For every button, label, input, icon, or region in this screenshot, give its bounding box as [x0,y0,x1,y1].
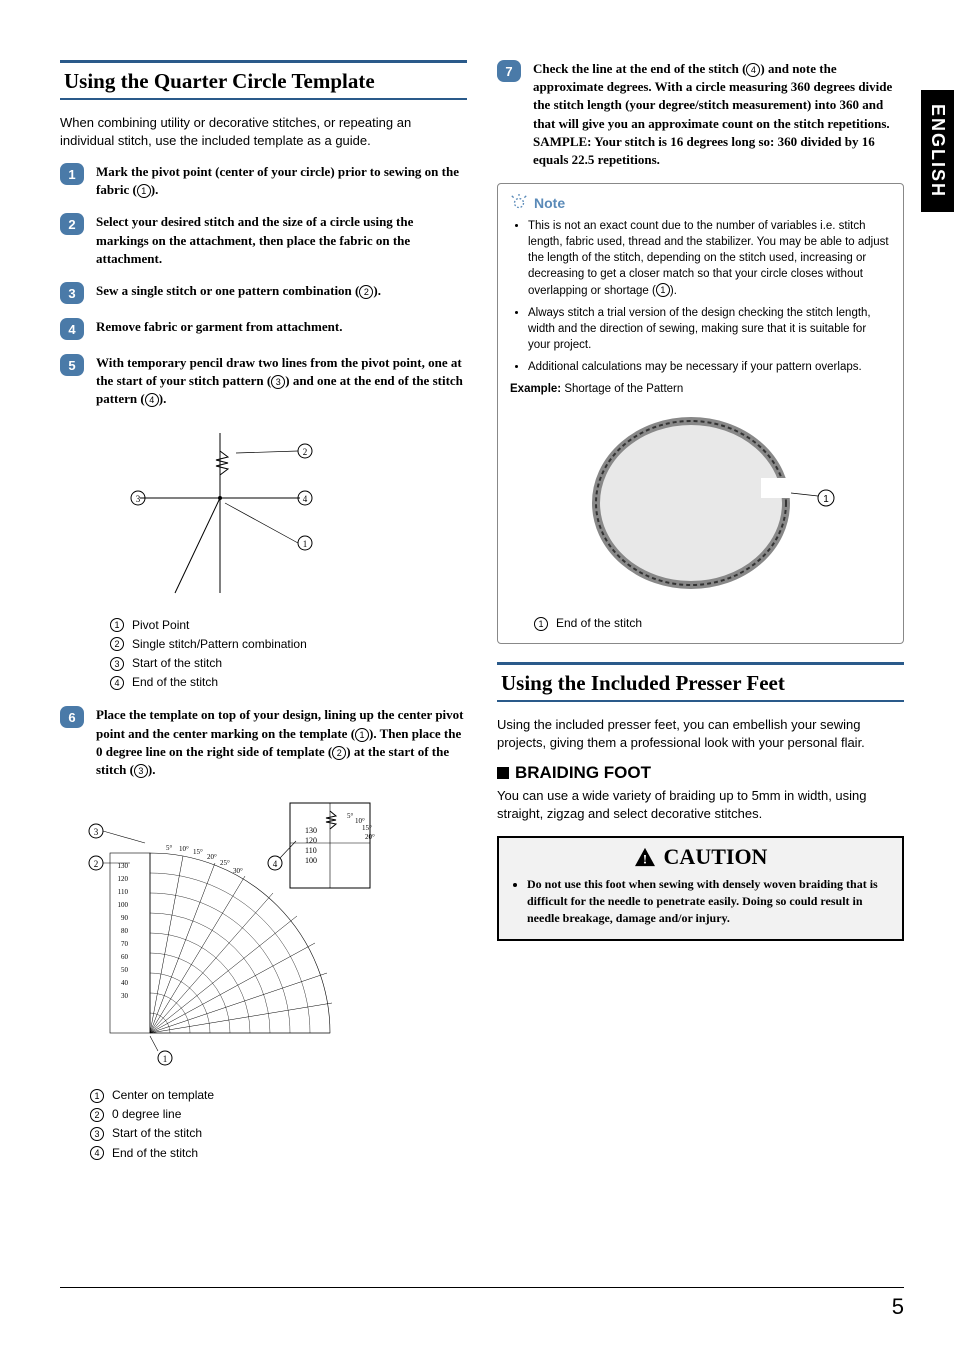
step-1: 1 Mark the pivot point (center of your c… [60,163,467,199]
svg-text:120: 120 [305,836,317,845]
page-number: 5 [892,1294,904,1320]
svg-text:3: 3 [136,494,141,504]
quarter-circle-heading: Using the Quarter Circle Template [64,69,463,94]
step-5: 5 With temporary pencil draw two lines f… [60,354,467,409]
svg-text:3: 3 [94,827,99,837]
note-item-1: This is not an exact count due to the nu… [528,218,891,298]
caution-box: ! CAUTION Do not use this foot when sewi… [497,836,904,940]
intro-text: When combining utility or decorative sti… [60,114,467,149]
step-1-text: Mark the pivot point (center of your cir… [96,163,467,199]
svg-text:25°: 25° [220,859,230,867]
step-5-text: With temporary pencil draw two lines fro… [96,354,467,409]
braiding-heading: BRAIDING FOOT [497,763,904,783]
template-diagram: 100 110 120 130 5° 10° 15° 20° 130120110… [80,793,467,1078]
quarter-circle-header: Using the Quarter Circle Template [60,60,467,100]
note-title: Note [510,194,891,212]
svg-text:!: ! [642,853,646,867]
step-badge-1: 1 [60,163,84,185]
svg-text:30°: 30° [233,867,243,875]
presser-intro: Using the included presser feet, you can… [497,716,904,751]
svg-text:1: 1 [823,494,829,505]
step-6: 6 Place the template on top of your desi… [60,706,467,779]
legend-2: 1Center on template 20 degree line 3Star… [90,1086,467,1163]
step-badge-4: 4 [60,318,84,340]
svg-text:15°: 15° [193,848,203,856]
svg-text:100: 100 [305,856,317,865]
step-3: 3 Sew a single stitch or one pattern com… [60,282,467,304]
step-6-text: Place the template on top of your design… [96,706,467,779]
step-7: 7 Check the line at the end of the stitc… [497,60,904,169]
square-bullet-icon [497,767,509,779]
legend-1: 1Pivot Point 2Single stitch/Pattern comb… [110,616,467,693]
svg-text:40: 40 [121,979,129,987]
svg-text:4: 4 [273,859,278,869]
svg-text:60: 60 [121,953,129,961]
step-badge-7: 7 [497,60,521,82]
warning-icon: ! [634,847,656,867]
svg-text:10°: 10° [179,845,189,853]
svg-text:1: 1 [163,1054,168,1064]
svg-text:50: 50 [121,966,129,974]
step-4: 4 Remove fabric or garment from attachme… [60,318,467,340]
step-2: 2 Select your desired stitch and the siz… [60,213,467,268]
step-badge-6: 6 [60,706,84,728]
svg-text:5°: 5° [347,812,354,820]
svg-text:4: 4 [303,494,308,504]
svg-text:110: 110 [305,846,317,855]
note-box: Note This is not an exact count due to t… [497,183,904,644]
svg-text:1: 1 [303,539,308,549]
step-badge-5: 5 [60,354,84,376]
note-item-2: Always stitch a trial version of the des… [528,305,891,353]
note-item-3: Additional calculations may be necessary… [528,359,891,375]
svg-text:20°: 20° [365,833,375,841]
svg-text:20°: 20° [207,853,217,861]
footer-rule [60,1287,904,1288]
pivot-diagram: 2 3 4 1 [120,423,467,608]
step-badge-2: 2 [60,213,84,235]
svg-text:100: 100 [118,901,129,909]
svg-text:2: 2 [94,859,99,869]
language-tab: ENGLISH [921,90,954,212]
lightbulb-icon [510,194,528,212]
svg-text:2: 2 [303,447,308,457]
svg-text:110: 110 [118,888,129,896]
svg-text:130: 130 [305,826,317,835]
caution-title: ! CAUTION [511,844,890,870]
svg-text:120: 120 [118,875,129,883]
step-7-text: Check the line at the end of the stitch … [533,60,904,169]
presser-heading: Using the Included Presser Feet [501,671,900,696]
svg-text:90: 90 [121,914,129,922]
presser-header: Using the Included Presser Feet [497,662,904,702]
caution-item: Do not use this foot when sewing with de… [527,876,890,926]
braiding-text: You can use a wide variety of braiding u… [497,787,904,822]
step-4-text: Remove fabric or garment from attachment… [96,318,342,336]
step-2-text: Select your desired stitch and the size … [96,213,467,268]
svg-text:80: 80 [121,927,129,935]
svg-text:30: 30 [121,992,129,1000]
example-label: Example: Shortage of the Pattern [510,383,891,395]
step-3-text: Sew a single stitch or one pattern combi… [96,282,381,300]
svg-text:5°: 5° [166,844,173,852]
svg-text:15°: 15° [362,824,372,832]
shortage-diagram: 1 [510,403,891,606]
svg-text:70: 70 [121,940,129,948]
step-badge-3: 3 [60,282,84,304]
